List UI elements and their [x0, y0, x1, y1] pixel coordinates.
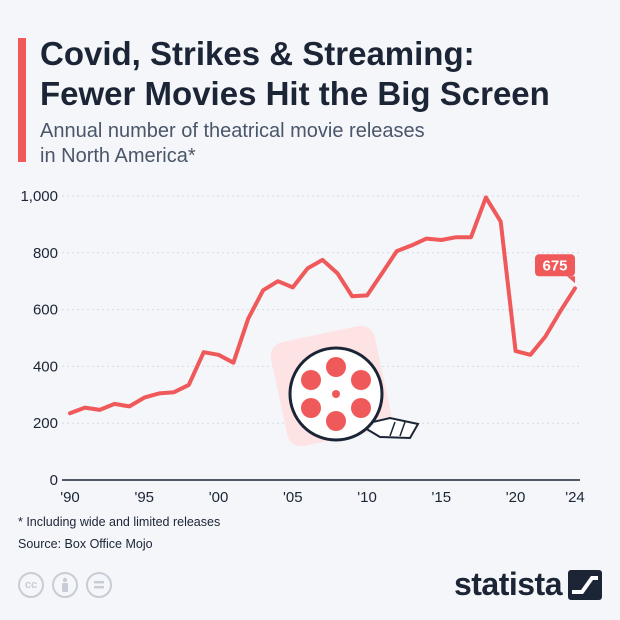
y-tick-label: 1,000 [20, 188, 58, 205]
license-icons: cc [18, 572, 112, 598]
x-tick-label: '15 [432, 489, 452, 506]
chart-subtitle: Annual number of theatrical movie releas… [40, 119, 560, 169]
y-tick-label: 600 [33, 302, 58, 319]
film-reel-icon [270, 325, 420, 447]
subtitle-line-1: Annual number of theatrical movie releas… [40, 120, 425, 142]
data-label-text: 675 [542, 257, 567, 274]
statista-logo-icon [568, 569, 602, 600]
y-tick-label: 400 [33, 358, 58, 375]
chart-title: Covid, Strikes & Streaming: Fewer Movies… [40, 34, 610, 114]
x-tick-label: '90 [60, 489, 80, 506]
y-tick-label: 200 [33, 415, 58, 432]
source-note: Source: Box Office Mojo [18, 537, 153, 551]
brand-name: statista [453, 566, 563, 602]
x-tick-label: '20 [506, 489, 526, 506]
x-tick-label: '95 [134, 489, 154, 506]
title-line-1: Covid, Strikes & Streaming: [40, 35, 475, 72]
y-tick-label: 800 [33, 245, 58, 262]
x-tick-label: '05 [283, 489, 303, 506]
x-tick-label: '24 [565, 489, 585, 506]
series-line [68, 195, 577, 416]
title-accent-bar [18, 38, 26, 162]
statista-brand[interactable]: statista [454, 566, 602, 603]
cc-license-icon[interactable]: cc [18, 572, 44, 598]
data-label: 675 [535, 254, 575, 284]
title-line-2: Fewer Movies Hit the Big Screen [40, 75, 550, 112]
footnote: * Including wide and limited releases [18, 515, 221, 529]
attribution-icon[interactable] [52, 572, 78, 598]
y-tick-label: 0 [50, 472, 58, 489]
subtitle-line-2: in North America* [40, 145, 196, 167]
no-derivatives-icon[interactable] [86, 572, 112, 598]
x-tick-label: '10 [357, 489, 377, 506]
x-tick-label: '00 [209, 489, 229, 506]
